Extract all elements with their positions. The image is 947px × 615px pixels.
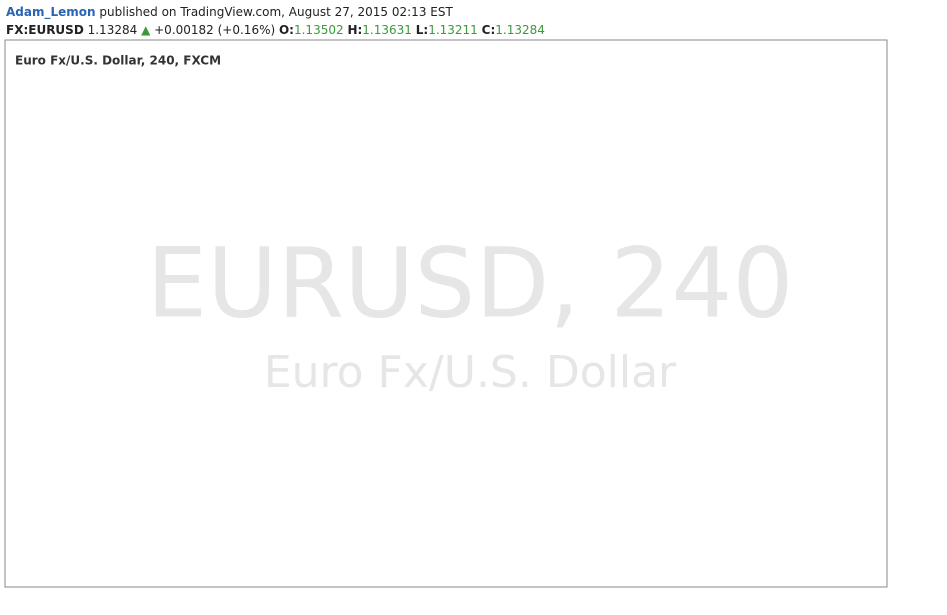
header-line1: Adam_Lemon published on TradingView.com,… — [6, 3, 545, 21]
header-line2: FX:EURUSD 1.13284 ▲ +0.00182 (+0.16%) O:… — [6, 21, 545, 39]
author[interactable]: Adam_Lemon — [6, 5, 96, 19]
ohlc-value: 1.13502 — [293, 23, 344, 37]
header: Adam_Lemon published on TradingView.com,… — [6, 3, 545, 39]
change: +0.00182 (+0.16%) — [154, 23, 276, 37]
published: published on TradingView.com, August 27,… — [99, 5, 453, 19]
ohlc-value: 1.13211 — [428, 23, 478, 37]
symbol: FX:EURUSD — [6, 23, 84, 37]
plot-frame — [4, 39, 888, 588]
ohlc-label: C: — [481, 23, 496, 37]
ohlc-label: H: — [347, 23, 363, 37]
watermark: EURUSD, 240 — [146, 227, 793, 339]
last: 1.13284 — [87, 23, 138, 37]
ohlc-value: 1.13284 — [495, 23, 545, 37]
ohlc-label: L: — [415, 23, 429, 37]
watermark-sub: Euro Fx/U.S. Dollar — [264, 347, 677, 398]
ohlc-value: 1.13631 — [362, 23, 412, 37]
arrow: ▲ — [141, 23, 151, 37]
chart-legend: Euro Fx/U.S. Dollar, 240, FXCM — [15, 54, 221, 68]
ohlc-label: O: — [278, 23, 294, 37]
